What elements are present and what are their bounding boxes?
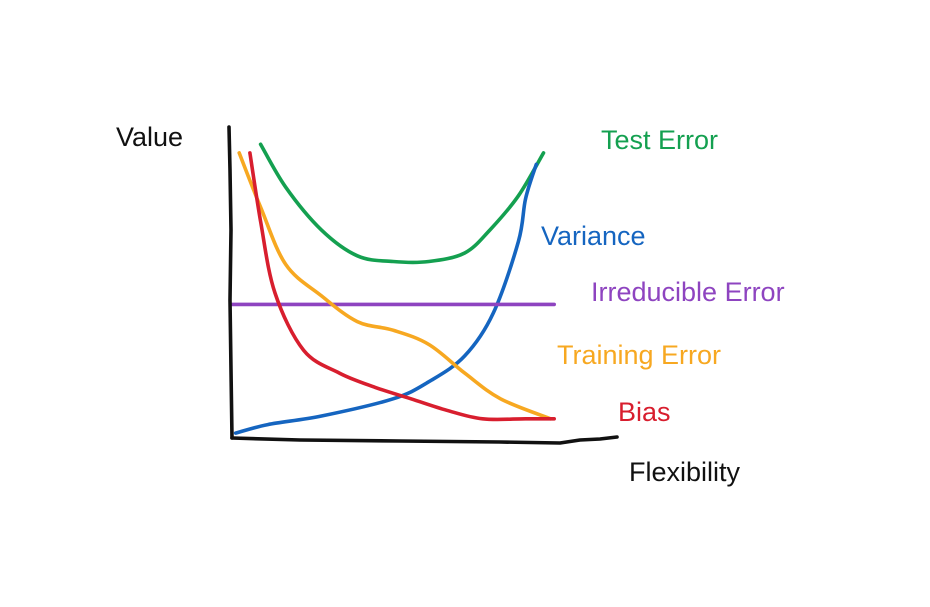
- curves-layer: [230, 142, 556, 435]
- y-axis-label: Value: [116, 122, 183, 152]
- axes-layer: [227, 125, 619, 445]
- training-error-line: [237, 151, 553, 421]
- variance-series-label: Variance: [541, 221, 646, 251]
- training-error-series-label: Training Error: [557, 340, 721, 370]
- test-error-line: [258, 142, 546, 265]
- x-axis-label: Flexibility: [629, 457, 741, 487]
- bias-line: [248, 151, 556, 422]
- test-error-series-label: Test Error: [601, 125, 718, 155]
- variance-line: [233, 162, 539, 435]
- x-axis-line: [230, 435, 619, 445]
- labels-layer: Value Flexibility Test Error Variance Irre…: [116, 122, 785, 487]
- irreducible-error-series-label: Irreducible Error: [591, 277, 785, 307]
- bias-series-label: Bias: [618, 397, 671, 427]
- y-axis-line: [227, 125, 234, 440]
